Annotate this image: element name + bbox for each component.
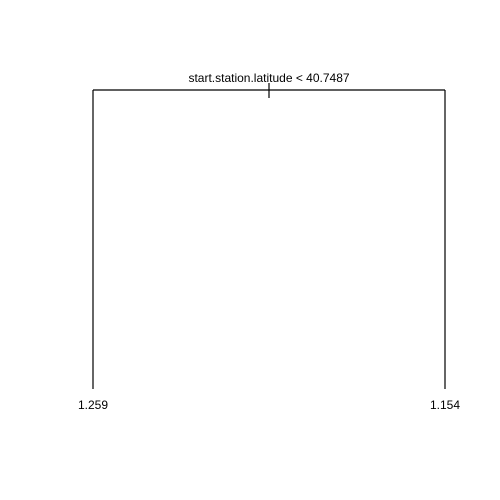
root-split-label: start.station.latitude < 40.7487 (188, 71, 349, 85)
leaf-left-value: 1.259 (78, 398, 108, 412)
leaf-right-value: 1.154 (430, 398, 460, 412)
